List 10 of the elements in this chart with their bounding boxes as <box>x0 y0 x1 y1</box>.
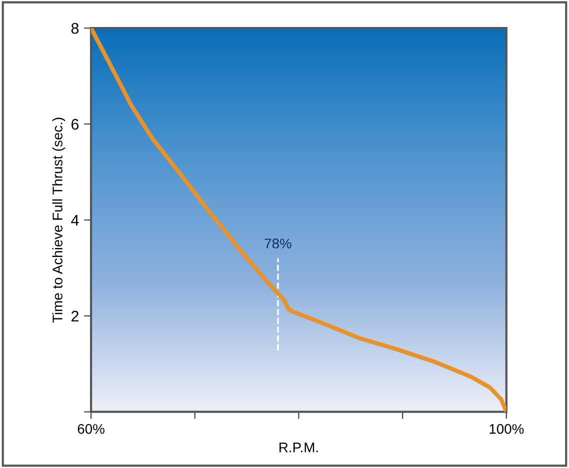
y-axis-title: Time to Achieve Full Thrust (sec.) <box>52 118 66 323</box>
y-tick-label: 2 <box>72 310 78 322</box>
x-axis-title: R.P.M. <box>280 442 318 452</box>
ref-line-label: 78% <box>264 238 292 248</box>
line-series <box>91 28 506 412</box>
y-tick-label: 6 <box>72 118 79 130</box>
y-tick-label: 4 <box>71 214 79 226</box>
x-tick-label: 100% <box>490 424 524 434</box>
y-tick-label: 8 <box>71 22 79 34</box>
x-tick-label: 60% <box>78 424 104 434</box>
